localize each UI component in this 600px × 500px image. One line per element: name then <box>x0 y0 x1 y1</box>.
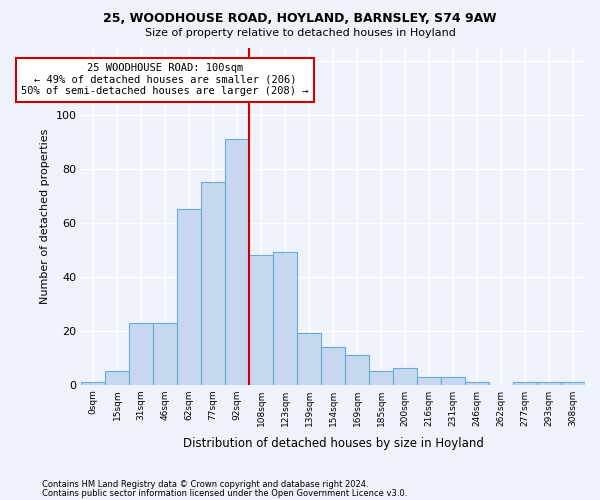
Text: Contains HM Land Registry data © Crown copyright and database right 2024.: Contains HM Land Registry data © Crown c… <box>42 480 368 489</box>
Y-axis label: Number of detached properties: Number of detached properties <box>40 128 50 304</box>
Bar <box>369 371 393 384</box>
Bar <box>105 371 129 384</box>
Bar <box>537 382 561 384</box>
Bar <box>249 255 273 384</box>
Bar <box>561 382 585 384</box>
Text: Contains public sector information licensed under the Open Government Licence v3: Contains public sector information licen… <box>42 488 407 498</box>
Bar <box>201 182 225 384</box>
Bar <box>129 322 153 384</box>
Bar <box>513 382 537 384</box>
Bar <box>297 334 321 384</box>
Text: 25 WOODHOUSE ROAD: 100sqm
← 49% of detached houses are smaller (206)
50% of semi: 25 WOODHOUSE ROAD: 100sqm ← 49% of detac… <box>22 64 309 96</box>
Bar <box>417 376 441 384</box>
Bar <box>81 382 105 384</box>
Bar <box>153 322 177 384</box>
Bar <box>177 210 201 384</box>
Bar <box>465 382 489 384</box>
Bar <box>321 347 345 385</box>
Bar <box>225 139 249 384</box>
Bar <box>273 252 297 384</box>
Bar <box>441 376 465 384</box>
Bar <box>345 355 369 384</box>
Text: Size of property relative to detached houses in Hoyland: Size of property relative to detached ho… <box>145 28 455 38</box>
Text: 25, WOODHOUSE ROAD, HOYLAND, BARNSLEY, S74 9AW: 25, WOODHOUSE ROAD, HOYLAND, BARNSLEY, S… <box>103 12 497 26</box>
Bar <box>393 368 417 384</box>
X-axis label: Distribution of detached houses by size in Hoyland: Distribution of detached houses by size … <box>182 437 484 450</box>
